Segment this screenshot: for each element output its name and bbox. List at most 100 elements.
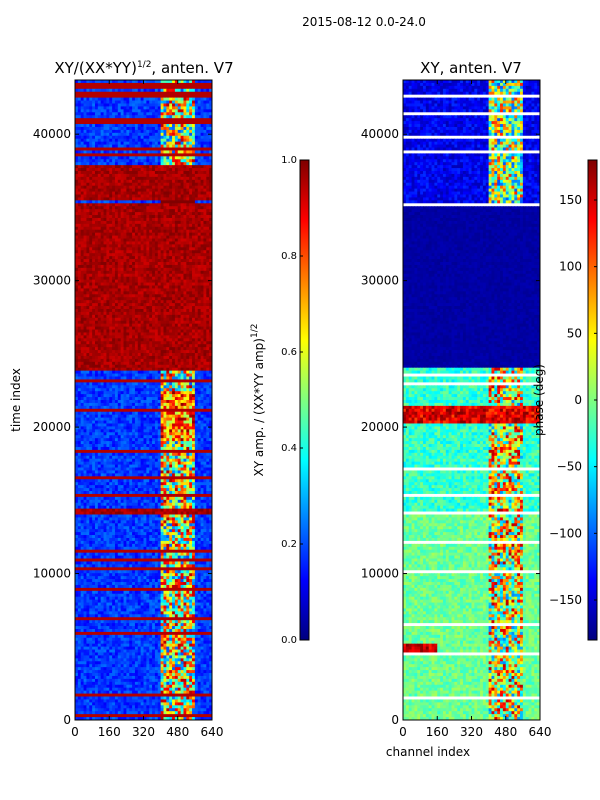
heatmap-cell [100,168,105,172]
heatmap-cell [183,176,187,181]
heatmap-cell [134,256,139,260]
heatmap-cell [106,391,110,395]
heatmap-cell [109,341,113,345]
heatmap-cell [97,370,102,375]
heatmap-cell [163,282,167,287]
heatmap-cell [103,405,107,410]
heatmap-cell [80,179,85,184]
heatmap-cell [163,256,167,260]
heatmap-cell [89,335,93,339]
heatmap-cell [75,267,79,272]
heatmap-cell [206,279,210,284]
heatmap-cell [180,203,184,207]
heatmap-cell [129,191,133,195]
heatmap-cell [183,385,187,389]
heatmap-cell [149,308,153,313]
heatmap-cell [149,405,153,410]
heatmap-cell [100,176,105,181]
heatmap-cell [83,323,87,328]
heatmap-cell [106,370,110,375]
heatmap-cell [117,144,122,149]
heatmap-cell [80,358,85,363]
heatmap-cell [117,358,122,363]
heatmap-cell [146,400,150,404]
heatmap-cell [100,344,105,348]
heatmap-cell [186,350,190,354]
heatmap-cell [180,341,184,345]
heatmap-cell [154,191,159,195]
heatmap-cell [86,317,90,322]
heatmap-cell [209,162,213,166]
heatmap-cell [146,288,150,292]
heatmap-cell [114,347,119,351]
heatmap-cell [126,259,130,263]
heatmap-cell [192,109,196,113]
heatmap-cell [160,411,164,416]
heatmap-cell [149,259,153,263]
heatmap-cell [206,235,210,240]
heatmap-cell [166,220,170,225]
heatmap-cell [174,391,179,395]
heatmap-cell [183,355,187,360]
heatmap-cell [112,112,116,116]
heatmap-cell [126,112,130,116]
heatmap-cell [166,300,170,304]
heatmap-cell [114,317,119,322]
heatmap-cell [169,194,173,198]
heatmap-cell [174,367,179,372]
heatmap-cell [194,320,199,325]
heatmap-cell [189,308,193,313]
heatmap-cell [146,308,150,313]
heatmap-cell [94,115,99,119]
heatmap-cell [97,176,102,181]
heatmap-cell [137,273,142,278]
heatmap-cell [154,179,159,184]
heatmap-cell [94,370,99,375]
heatmap-cell [75,385,79,389]
heatmap-cell [209,173,213,178]
heatmap-cell [94,373,99,378]
heatmap-cell [126,385,130,389]
heatmap-cell [100,150,105,154]
heatmap-cell [149,253,153,257]
heatmap-cell [186,209,190,213]
heatmap-cell [100,288,105,292]
heatmap-cell [172,217,176,222]
heatmap-cell [209,194,213,198]
heatmap-cell [177,347,182,351]
heatmap-cell [89,191,93,195]
heatmap-cell [189,256,193,260]
heatmap-cell [83,150,87,154]
heatmap-cell [143,217,147,222]
heatmap-cell [194,297,199,301]
heatmap-cell [77,200,82,204]
heatmap-cell [94,156,99,160]
heatmap-cell [134,135,139,140]
heatmap-cell [94,197,99,201]
heatmap-cell [114,350,119,354]
heatmap-cell [194,385,199,389]
heatmap-cell [103,308,107,313]
heatmap-cell [120,355,125,360]
heatmap-cell [120,115,125,119]
heatmap-cell [117,191,122,195]
heatmap-cell [186,341,190,345]
heatmap-cell [166,376,170,380]
heatmap-cell [100,253,105,257]
heatmap-cell [103,332,107,336]
heatmap-cell [83,203,87,207]
heatmap-cell [157,273,162,278]
heatmap-cell [83,197,87,201]
heatmap-cell [157,185,162,190]
heatmap-cell [160,306,164,310]
heatmap-cell [94,109,99,113]
heatmap-cell [129,262,133,266]
heatmap-cell [157,223,162,228]
heatmap-cell [157,311,162,316]
heatmap-cell [109,194,113,198]
heatmap-cell [194,394,199,398]
heatmap-cell [112,162,116,166]
heatmap-cell [92,367,96,372]
heatmap-cell [177,203,182,207]
heatmap-cell [166,314,170,319]
